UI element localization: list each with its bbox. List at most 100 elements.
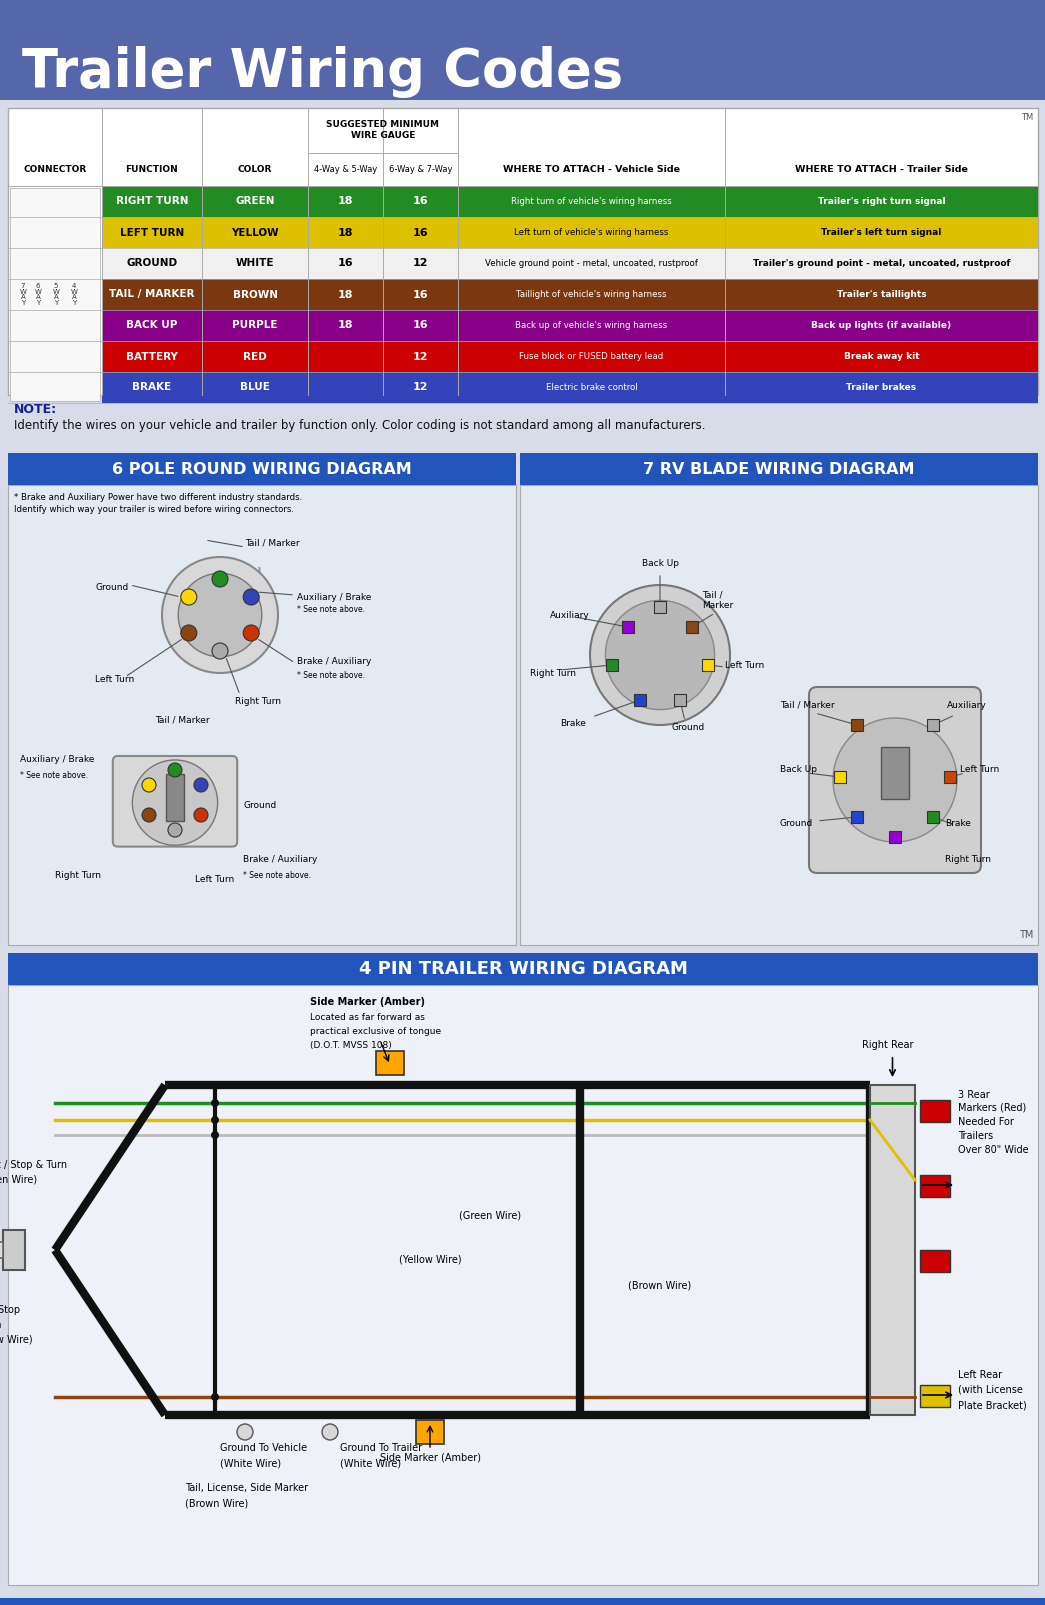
Text: Left Turn: Left Turn <box>960 766 999 775</box>
Text: * See note above.: * See note above. <box>20 770 88 780</box>
Text: BRAKE: BRAKE <box>133 382 171 393</box>
Bar <box>102 279 202 310</box>
Circle shape <box>142 807 156 822</box>
Text: 6 POLE ROUND WIRING DIAGRAM: 6 POLE ROUND WIRING DIAGRAM <box>112 462 412 477</box>
Text: * Brake and Auxiliary Power have two different industry standards.: * Brake and Auxiliary Power have two dif… <box>14 493 302 502</box>
Circle shape <box>142 778 156 791</box>
Text: Auxiliary / Brake: Auxiliary / Brake <box>297 592 371 602</box>
Circle shape <box>322 1424 338 1440</box>
Text: Auxiliary: Auxiliary <box>947 700 986 709</box>
Text: 12: 12 <box>413 351 428 361</box>
Circle shape <box>168 823 182 836</box>
Bar <box>202 249 308 279</box>
Text: Taillight of vehicle's wiring harness: Taillight of vehicle's wiring harness <box>516 291 667 299</box>
Bar <box>851 719 863 730</box>
Text: BACK UP: BACK UP <box>126 321 178 331</box>
Text: 3 Rear: 3 Rear <box>958 1090 990 1099</box>
Circle shape <box>168 762 182 777</box>
Text: RED: RED <box>243 351 266 361</box>
Text: Side Marker (Amber): Side Marker (Amber) <box>310 997 425 1006</box>
Bar <box>384 340 458 372</box>
Text: TAIL / MARKER: TAIL / MARKER <box>110 289 194 300</box>
Bar <box>458 186 725 217</box>
Text: Tail / Marker: Tail / Marker <box>245 539 300 547</box>
Bar <box>520 453 1038 485</box>
Text: Right / Stop & Turn: Right / Stop & Turn <box>0 1160 67 1170</box>
Circle shape <box>194 778 208 791</box>
Circle shape <box>576 1393 584 1401</box>
Text: (Brown Wire): (Brown Wire) <box>628 1281 692 1290</box>
Text: Back Up: Back Up <box>780 766 817 775</box>
Bar <box>308 279 384 310</box>
Bar <box>376 1051 404 1075</box>
Bar <box>458 372 725 403</box>
Text: 16: 16 <box>413 321 428 331</box>
Bar <box>654 600 666 613</box>
Text: 7
W
A
Y: 7 W A Y <box>20 282 26 305</box>
Bar <box>8 453 516 485</box>
FancyBboxPatch shape <box>113 756 237 846</box>
Bar <box>3 1229 25 1270</box>
Text: Left Turn: Left Turn <box>95 674 134 684</box>
Text: 18: 18 <box>338 196 353 207</box>
Text: Auxiliary / Brake: Auxiliary / Brake <box>20 756 94 764</box>
Text: Break away kit: Break away kit <box>843 351 920 361</box>
FancyBboxPatch shape <box>881 746 909 799</box>
Bar <box>202 372 308 403</box>
Bar <box>202 217 308 249</box>
Bar <box>834 770 846 783</box>
Bar <box>102 340 202 372</box>
Text: Left turn of vehicle's wiring harness: Left turn of vehicle's wiring harness <box>514 228 669 238</box>
Text: Over 80" Wide: Over 80" Wide <box>958 1144 1028 1156</box>
Circle shape <box>194 807 208 822</box>
Text: * See note above.: * See note above. <box>297 605 365 615</box>
Circle shape <box>212 571 228 587</box>
Text: Trailers: Trailers <box>958 1132 993 1141</box>
Text: Ground: Ground <box>243 801 276 809</box>
Text: 16: 16 <box>413 289 428 300</box>
Circle shape <box>181 589 196 605</box>
Text: SUGGESTED MINIMUM
WIRE GAUGE: SUGGESTED MINIMUM WIRE GAUGE <box>326 120 440 140</box>
Bar <box>416 1420 444 1444</box>
Circle shape <box>833 717 957 843</box>
Text: Needed For: Needed For <box>958 1117 1014 1127</box>
Text: LEFT TURN: LEFT TURN <box>120 228 184 238</box>
Text: Trailer's right turn signal: Trailer's right turn signal <box>817 197 946 205</box>
Text: 12: 12 <box>413 258 428 268</box>
Text: Right Turn: Right Turn <box>235 697 281 706</box>
Text: Ground: Ground <box>780 819 813 828</box>
Bar <box>308 372 384 403</box>
Text: 18: 18 <box>338 289 353 300</box>
Text: BATTERY: BATTERY <box>126 351 178 361</box>
Text: WHERE TO ATTACH - Trailer Side: WHERE TO ATTACH - Trailer Side <box>795 165 968 175</box>
Bar <box>927 719 939 730</box>
Text: 12: 12 <box>413 382 428 393</box>
Text: Trailer's left turn signal: Trailer's left turn signal <box>821 228 942 238</box>
Circle shape <box>211 1099 219 1107</box>
Text: Back up lights (if available): Back up lights (if available) <box>811 321 952 331</box>
Text: Right Turn: Right Turn <box>55 870 101 880</box>
Circle shape <box>576 1115 584 1124</box>
Circle shape <box>605 600 715 709</box>
Bar <box>870 1085 915 1416</box>
Bar <box>725 372 1038 403</box>
FancyBboxPatch shape <box>166 774 184 820</box>
Text: Identify which way your trailer is wired before wiring connectors.: Identify which way your trailer is wired… <box>14 506 294 514</box>
Text: & Turn: & Turn <box>0 1319 1 1331</box>
Text: Ground: Ground <box>95 583 129 592</box>
Text: Tail / Marker: Tail / Marker <box>780 700 835 709</box>
Text: Trailer Wiring Codes: Trailer Wiring Codes <box>22 47 623 98</box>
Text: 4-Way & 5-Way: 4-Way & 5-Way <box>314 165 377 175</box>
Circle shape <box>590 584 730 725</box>
Circle shape <box>211 1115 219 1124</box>
Text: Trailer brakes: Trailer brakes <box>846 384 916 392</box>
Bar <box>8 108 1038 395</box>
Text: GROUND: GROUND <box>126 258 178 268</box>
Text: 6
W
A
Y: 6 W A Y <box>34 282 42 305</box>
Circle shape <box>237 1424 253 1440</box>
Bar <box>202 186 308 217</box>
Bar <box>384 249 458 279</box>
Text: Electric brake control: Electric brake control <box>545 384 637 392</box>
Bar <box>458 340 725 372</box>
Text: practical exclusive of tongue: practical exclusive of tongue <box>310 1027 441 1035</box>
